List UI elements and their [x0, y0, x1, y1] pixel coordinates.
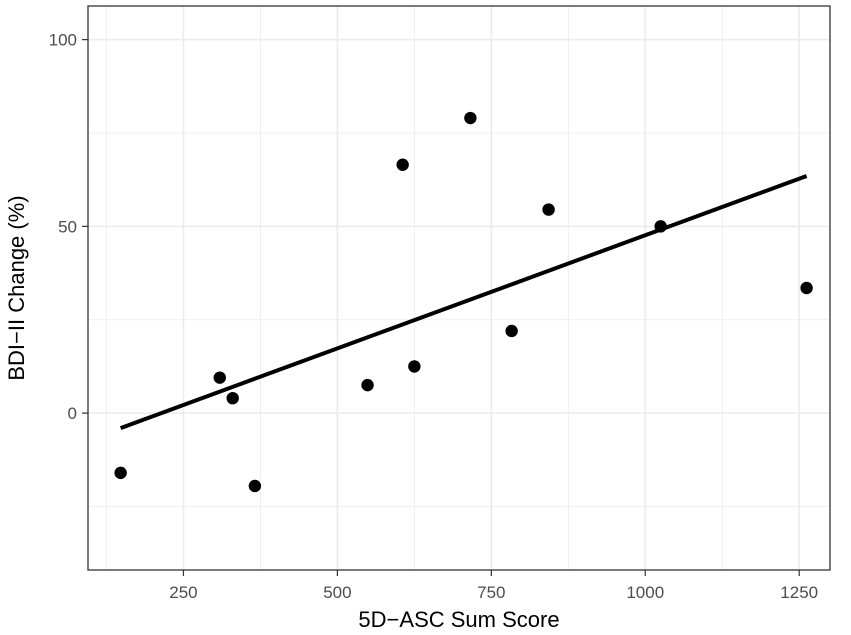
fit-line [119, 174, 808, 430]
grid-minor [88, 6, 830, 570]
data-point [464, 111, 477, 125]
data-point [408, 360, 421, 373]
y-tick-label: 50 [58, 217, 77, 236]
data-point [800, 281, 813, 295]
x-tick-label: 750 [477, 583, 505, 602]
x-tick-label: 250 [169, 583, 197, 602]
x-tick-label: 500 [323, 583, 351, 602]
y-axis-title: BDI−II Change (%) [4, 195, 29, 380]
y-tick-label: 100 [49, 31, 77, 50]
data-point [213, 371, 226, 384]
x-axis-ticks: 250 500 750 1000 1250 [169, 570, 818, 602]
plot-panel [88, 6, 830, 570]
data-point [654, 220, 667, 233]
x-tick-label: 1000 [626, 583, 664, 602]
data-point [114, 466, 127, 480]
points-layer [114, 111, 813, 493]
data-point [248, 479, 262, 493]
y-tick-label: 0 [68, 404, 77, 423]
fit-layer [119, 174, 808, 430]
panel-border [87, 5, 831, 571]
data-point [396, 158, 409, 171]
data-point [361, 378, 374, 392]
data-point [505, 324, 518, 338]
y-axis-ticks: 0 50 100 [49, 31, 88, 423]
data-point [542, 203, 555, 216]
grid-major [88, 6, 830, 570]
data-point [226, 391, 239, 405]
x-axis-title: 5D−ASC Sum Score [358, 607, 559, 632]
x-tick-label: 1250 [780, 583, 818, 602]
